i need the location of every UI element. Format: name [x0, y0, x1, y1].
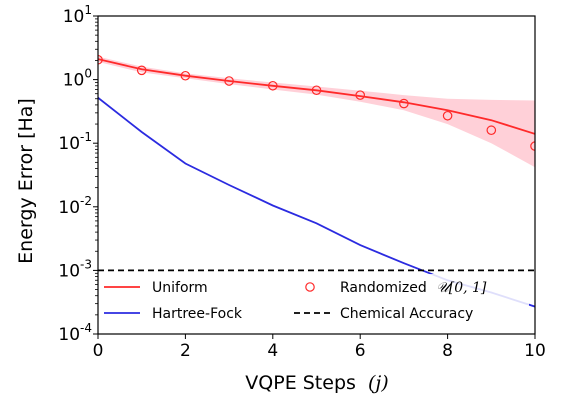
- x-tick-label: 4: [267, 341, 278, 361]
- x-tick-label: 6: [355, 341, 366, 361]
- x-tick-label: 2: [180, 341, 191, 361]
- legend-label-randomized-group: Randomized 𝒰[0, 1]: [340, 280, 487, 296]
- legend-swatch-randomized: [305, 282, 315, 292]
- series-point-randomized: [136, 65, 147, 76]
- series-point-randomized: [267, 80, 278, 91]
- series-point-randomized: [224, 76, 234, 86]
- y-tick-label: 10-3: [58, 257, 92, 281]
- y-axis-label: Energy Error [Ha]: [15, 98, 37, 264]
- x-tick-label: 0: [93, 341, 104, 361]
- y-tick-label: 10-1: [58, 130, 92, 154]
- x-axis-label-group: VQPE Steps (j): [245, 372, 388, 394]
- series-point-randomized: [442, 110, 453, 121]
- plot-frame: [97, 15, 536, 335]
- legend: Uniform Hartree-Fock Randomized 𝒰[0, 1] …: [99, 274, 529, 330]
- y-tick-label: 101: [63, 3, 92, 27]
- plot-area: [98, 54, 535, 308]
- x-axis-label: VQPE Steps: [245, 372, 356, 394]
- y-tick-label: 10-2: [58, 194, 92, 218]
- legend-label-randomized: Randomized: [340, 280, 427, 296]
- legend-label-randomized-symbol: 𝒰[0, 1]: [436, 280, 487, 296]
- plot-content: [98, 54, 535, 308]
- series-line-uniform: [98, 58, 535, 135]
- legend-label-chemical-accuracy: Chemical Accuracy: [340, 306, 473, 322]
- series-point-randomized: [355, 90, 365, 100]
- series-point-randomized: [486, 125, 497, 136]
- legend-label-hartree-fock: Hartree-Fock: [152, 306, 243, 322]
- axes: 0 2 4 6 8 10 10-4 10-3 10-2 10-1 100 101: [58, 3, 545, 361]
- y-tick-label: 100: [63, 67, 92, 91]
- series-point-randomized: [311, 85, 322, 96]
- legend-box: [99, 274, 529, 330]
- x-tick-label: 10: [524, 341, 546, 361]
- x-axis-symbol: (j): [368, 372, 389, 394]
- x-tick-label: 8: [442, 341, 453, 361]
- series-point-randomized: [399, 98, 409, 109]
- legend-label-uniform: Uniform: [152, 280, 208, 296]
- series-point-randomized: [180, 70, 191, 81]
- y-tick-label: 10-4: [58, 321, 92, 345]
